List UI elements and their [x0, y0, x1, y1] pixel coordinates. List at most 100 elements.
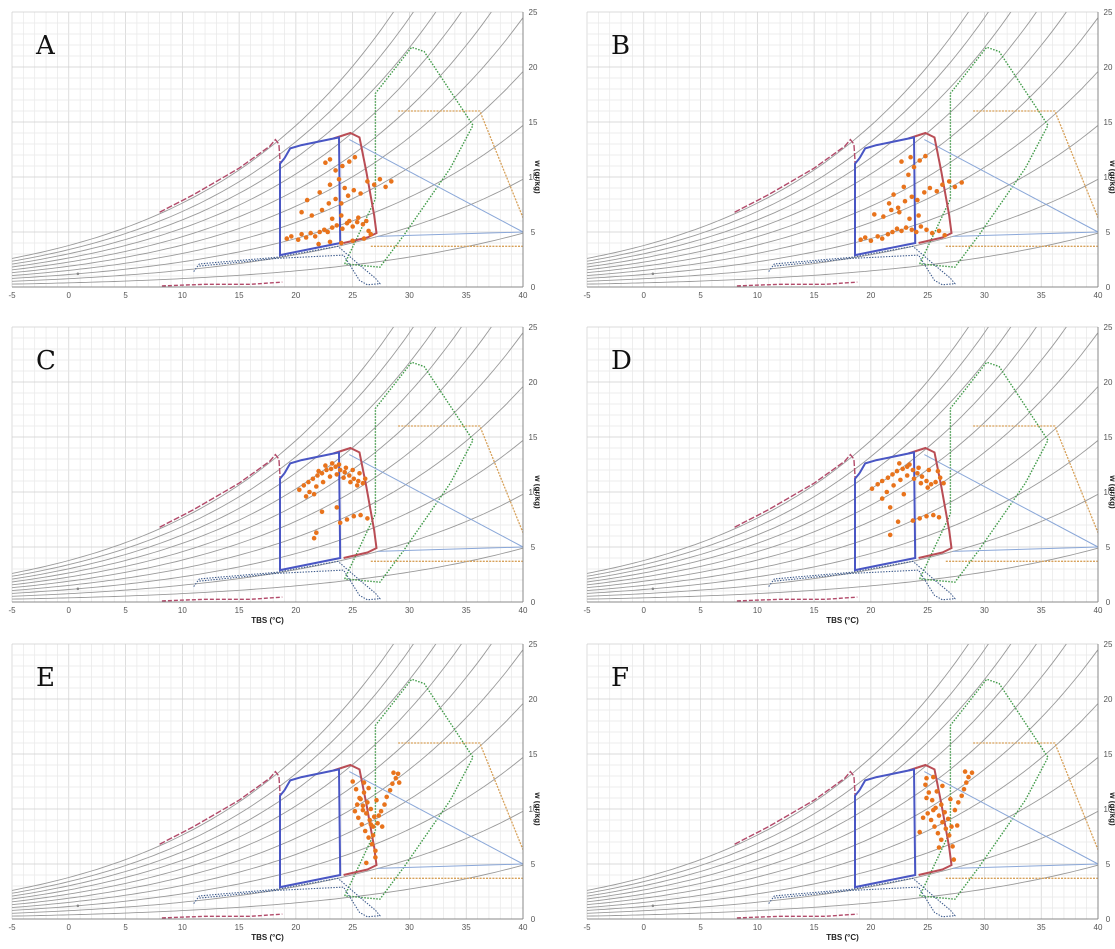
data-point: [885, 475, 891, 480]
panel-letter: A: [35, 31, 56, 61]
x-tick-label: 15: [810, 923, 819, 932]
data-point: [942, 810, 947, 815]
y-tick-label: 20: [1104, 63, 1113, 72]
data-point: [940, 783, 945, 789]
data-point: [887, 532, 893, 538]
data-point: [361, 790, 367, 795]
data-point: [364, 860, 369, 866]
x-tick-label: 5: [123, 923, 128, 932]
data-point: [910, 518, 916, 523]
data-point: [920, 815, 926, 821]
data-point: [890, 229, 895, 235]
data-point: [368, 822, 374, 827]
x-tick-label: 30: [405, 291, 414, 300]
data-point: [899, 228, 904, 234]
data-point: [299, 209, 304, 215]
data-points: [297, 461, 370, 541]
grid: [586, 11, 1099, 288]
data-point: [952, 184, 958, 190]
data-point: [350, 238, 356, 244]
data-point: [327, 474, 333, 479]
y-tick-label: 15: [529, 433, 538, 442]
y-tick-label: 10: [529, 805, 538, 814]
y-tick-label: 20: [1104, 378, 1113, 387]
panel-letter: D: [611, 346, 632, 376]
data-point: [329, 225, 335, 230]
data-point: [926, 467, 932, 473]
x-tick-label: 10: [178, 291, 187, 300]
data-point: [904, 473, 910, 478]
data-point: [934, 789, 940, 794]
data-point: [358, 191, 363, 196]
x-tick-label: 15: [235, 923, 244, 932]
y-tick-label: 25: [529, 323, 538, 332]
data-point: [382, 802, 387, 807]
comfort-zones: [734, 361, 1098, 602]
y-tick-label: 5: [1106, 543, 1111, 552]
x-tick-label: 5: [698, 923, 703, 932]
data-point: [378, 808, 384, 814]
data-point: [924, 478, 929, 484]
humidity-curves: [587, 12, 1098, 285]
data-point: [284, 236, 290, 241]
data-point: [895, 205, 901, 211]
x-tick-label: 15: [235, 606, 244, 615]
data-point: [333, 168, 338, 173]
data-point: [339, 201, 344, 206]
data-point: [351, 187, 357, 193]
x-tick-label: 20: [866, 923, 875, 932]
chart-panel-a: -505101520253035400510152025w (gr/kg)A: [0, 0, 540, 312]
data-point: [909, 227, 915, 233]
x-tick-label: 20: [291, 606, 300, 615]
x-tick-label: 35: [1037, 606, 1046, 615]
x-tick-label: 25: [923, 291, 932, 300]
data-point: [879, 496, 885, 501]
data-point: [342, 185, 348, 191]
data-point: [347, 159, 352, 164]
data-point: [339, 240, 344, 246]
data-point: [919, 474, 925, 479]
data-point: [352, 808, 358, 814]
data-point: [342, 469, 348, 475]
data-point: [364, 811, 369, 816]
data-point: [308, 230, 314, 236]
data-point: [916, 213, 921, 218]
panel-letter: B: [611, 31, 630, 61]
data-point: [323, 160, 328, 165]
y-tick-label: 0: [1106, 598, 1111, 607]
y-tick-label: 20: [529, 63, 538, 72]
data-point: [356, 215, 361, 220]
y-tick-label: 20: [1104, 695, 1113, 704]
data-point: [312, 234, 318, 239]
data-point: [390, 781, 395, 786]
data-point: [345, 193, 351, 198]
x-tick-label: 35: [1037, 923, 1046, 932]
data-point: [333, 196, 338, 202]
data-point: [343, 465, 349, 471]
data-point: [389, 179, 394, 184]
data-point: [354, 219, 360, 225]
x-axis-label: TBS (°C): [251, 933, 284, 942]
x-tick-label: 10: [178, 606, 187, 615]
data-point: [895, 519, 901, 524]
x-tick-label: 0: [67, 291, 72, 300]
data-point: [891, 483, 896, 488]
humidity-curves: [12, 644, 523, 917]
humidity-curves: [12, 12, 523, 285]
x-tick-label: 30: [980, 606, 989, 615]
comfort-zones: [734, 46, 1098, 287]
data-point: [362, 828, 368, 834]
data-points: [284, 154, 394, 247]
data-point: [319, 509, 325, 515]
data-point: [314, 484, 319, 489]
y-tick-label: 15: [1104, 750, 1113, 759]
data-point: [946, 833, 952, 838]
data-point: [356, 478, 361, 484]
humidity-curves: [587, 644, 1098, 917]
data-point: [932, 824, 937, 829]
data-point: [370, 833, 376, 838]
data-point: [353, 786, 359, 792]
data-point: [879, 478, 885, 484]
x-tick-label: 10: [753, 606, 762, 615]
